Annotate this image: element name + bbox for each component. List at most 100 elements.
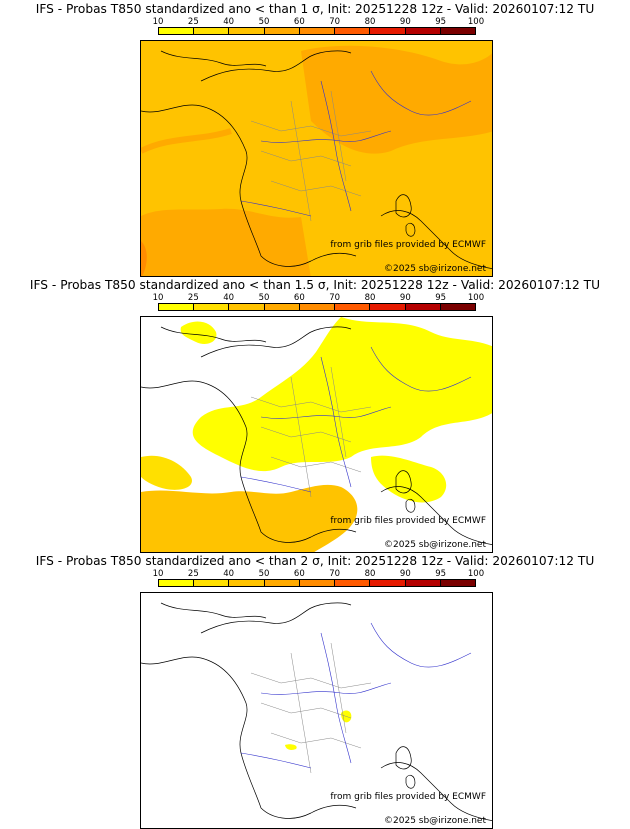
probability-map: from grib files provided by ECMWF ©2025 … [140, 316, 493, 553]
colorbar-swatch [159, 580, 195, 586]
colorbar-swatch [440, 304, 475, 310]
colorbar-tick-label: 60 [293, 17, 305, 27]
colorbar-tick-label: 70 [329, 17, 341, 27]
colorbar-swatch [405, 580, 441, 586]
probability-fill-50 [301, 45, 492, 154]
map-svg [141, 317, 492, 552]
probability-fill-40 [141, 484, 358, 552]
colorbar-tick-label: 50 [258, 569, 270, 579]
rivers [240, 70, 472, 217]
colorbar-tick-label: 70 [329, 569, 341, 579]
colorbar-swatch [405, 28, 441, 34]
colorbar-tick-label: 10 [152, 569, 164, 579]
colorbar-swatch [194, 304, 230, 310]
colorbar-swatch [335, 580, 371, 586]
data-source-credit: from grib files provided by ECMWF [330, 516, 486, 526]
data-source-credit: from grib files provided by ECMWF [330, 792, 486, 802]
colorbar-swatch [229, 304, 265, 310]
copyright-credit: ©2025 sb@irizone.net [384, 264, 486, 274]
colorbar-tick-label: 25 [187, 293, 199, 303]
colorbar-tick-label: 95 [435, 569, 447, 579]
map-svg [141, 41, 492, 276]
rivers [240, 622, 472, 769]
colorbar-tick-label: 50 [258, 293, 270, 303]
colorbar-tick-label: 40 [223, 293, 235, 303]
colorbar-swatch [440, 580, 475, 586]
colorbar-tick-label: 60 [293, 569, 305, 579]
probability-fill-25 [141, 455, 192, 490]
colorbar-swatch [370, 580, 406, 586]
colorbar-labels: 10 25 40 50 60 70 80 90 95 100 [150, 569, 490, 579]
colorbar-tick-label: 25 [187, 569, 199, 579]
colorbar-swatch [335, 304, 371, 310]
copyright-credit: ©2025 sb@irizone.net [384, 540, 486, 550]
map-svg [141, 593, 492, 828]
map-panel-3: IFS - Probas T850 standardized ano < tha… [0, 552, 630, 829]
colorbar-swatch [229, 28, 265, 34]
colorbar-swatch [264, 580, 300, 586]
colorbar [158, 579, 476, 587]
rivers [240, 346, 472, 493]
colorbar-swatch [299, 580, 336, 586]
map-panel-2: IFS - Probas T850 standardized ano < tha… [0, 276, 630, 553]
colorbar-tick-label: 100 [467, 293, 485, 303]
colorbar-tick-label: 95 [435, 293, 447, 303]
panel-title: IFS - Probas T850 standardized ano < tha… [35, 2, 595, 16]
colorbar-swatch [405, 304, 441, 310]
probability-fill-60 [141, 241, 147, 276]
copyright-credit: ©2025 sb@irizone.net [384, 816, 486, 826]
probability-fill-10 [192, 317, 492, 472]
region-borders [250, 642, 372, 774]
colorbar-swatch [335, 28, 371, 34]
data-source-credit: from grib files provided by ECMWF [330, 240, 486, 250]
probability-fill-10 [180, 321, 217, 344]
colorbar-swatch [370, 304, 406, 310]
colorbar-tick-label: 100 [467, 17, 485, 27]
colorbar-swatch [299, 304, 336, 310]
colorbar-labels: 10 25 40 50 60 70 80 90 95 100 [150, 293, 490, 303]
region-borders [250, 90, 372, 222]
colorbar-swatch [440, 28, 475, 34]
probability-map: from grib files provided by ECMWF ©2025 … [140, 592, 493, 829]
colorbar [158, 303, 476, 311]
colorbar-swatch [159, 28, 195, 34]
coastlines [141, 602, 492, 821]
colorbar-tick-label: 80 [364, 569, 376, 579]
colorbar-swatch [370, 28, 406, 34]
panel-title: IFS - Probas T850 standardized ano < tha… [35, 554, 595, 568]
colorbar-tick-label: 50 [258, 17, 270, 27]
colorbar-swatch [159, 304, 195, 310]
colorbar-tick-label: 40 [223, 17, 235, 27]
panel-title: IFS - Probas T850 standardized ano < tha… [29, 278, 601, 292]
probability-fill-50 [141, 208, 311, 276]
colorbar-swatch [229, 580, 265, 586]
colorbar-labels: 10 25 40 50 60 70 80 90 95 100 [150, 17, 490, 27]
probability-fill-50 [141, 128, 232, 154]
map-panel-1: IFS - Probas T850 standardized ano < tha… [0, 0, 630, 277]
colorbar-swatch [299, 28, 336, 34]
colorbar-tick-label: 40 [223, 569, 235, 579]
probability-fill-10 [285, 744, 297, 750]
colorbar-tick-label: 10 [152, 293, 164, 303]
colorbar-tick-label: 100 [467, 569, 485, 579]
colorbar-tick-label: 60 [293, 293, 305, 303]
colorbar-tick-label: 70 [329, 293, 341, 303]
colorbar-swatch [194, 28, 230, 34]
colorbar-tick-label: 80 [364, 293, 376, 303]
colorbar-tick-label: 90 [399, 569, 411, 579]
colorbar [158, 27, 476, 35]
region-borders [250, 366, 372, 498]
colorbar-tick-label: 10 [152, 17, 164, 27]
colorbar-tick-label: 25 [187, 17, 199, 27]
coastlines [141, 326, 492, 545]
colorbar-tick-label: 95 [435, 17, 447, 27]
probability-map: from grib files provided by ECMWF ©2025 … [140, 40, 493, 277]
colorbar-tick-label: 90 [399, 17, 411, 27]
probability-fill-10 [371, 455, 447, 503]
colorbar-swatch [194, 580, 230, 586]
colorbar-swatch [264, 28, 300, 34]
colorbar-tick-label: 80 [364, 17, 376, 27]
coastlines [141, 50, 492, 269]
colorbar-tick-label: 90 [399, 293, 411, 303]
colorbar-swatch [264, 304, 300, 310]
